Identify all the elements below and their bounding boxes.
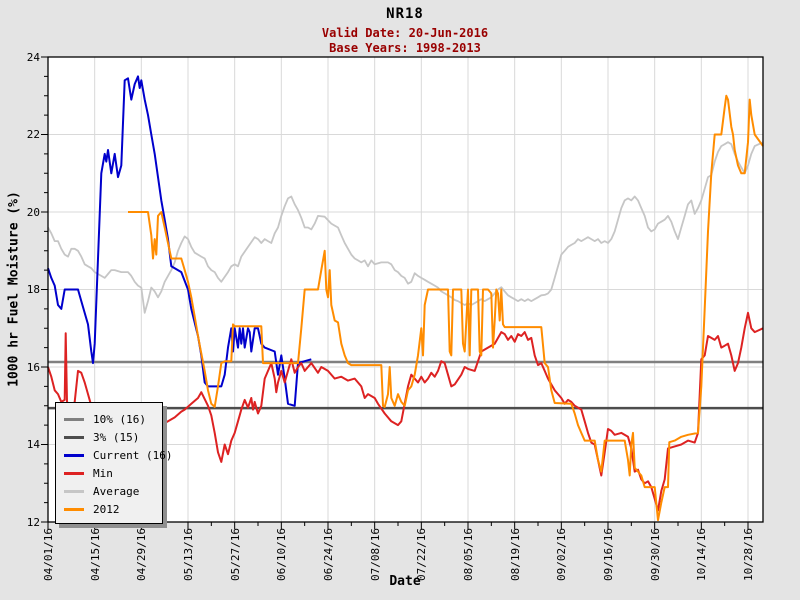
x-tick-label: 09/30/16 [648,528,662,581]
x-tick-label: 04/29/16 [135,528,149,581]
legend-item: Min [56,464,162,482]
valid-date-subtitle: Valid Date: 20-Jun-2016 [321,26,489,40]
y-tick-label: 24 [26,50,40,64]
plot-border [47,56,764,523]
x-tick-label: 06/24/16 [322,528,335,581]
legend-label: 10% (16) [93,412,146,426]
legend-label: Average [93,484,140,498]
legend-item: 2012 [56,500,162,518]
x-tick-label: 10/14/16 [695,528,709,581]
x-tick-label: 09/16/16 [602,528,615,581]
legend-label: Current (16) [93,448,173,462]
series-current-16- [47,75,312,407]
y-tick-label: 14 [26,438,40,451]
legend-line-swatch [64,417,84,421]
legend: 10% (16) 3% (15) Current (16) Min Average 201… [55,402,172,524]
legend-line-swatch [64,507,84,511]
x-tick-label: 09/02/16 [555,528,569,581]
legend-line-swatch [64,435,84,439]
legend-label: Min [93,466,113,480]
x-tick-label: 07/08/16 [368,528,382,581]
legend-item: 3% (15) [56,428,162,446]
y-tick-label: 18 [26,283,40,296]
x-axis-title: Date [389,574,421,589]
legend-line-swatch [64,471,84,475]
y-tick-label: 16 [26,360,40,374]
x-tick-label: 05/27/16 [228,528,242,581]
x-tick-label: 08/05/16 [462,528,475,581]
series-average [47,141,764,314]
x-tick-label: 07/22/16 [415,528,429,581]
legend-item: Current (16) [56,446,172,464]
y-tick-label: 12 [26,515,40,529]
x-tick-label: 04/15/16 [88,528,102,581]
x-tick-label: 05/13/16 [182,528,195,581]
legend-line-swatch [64,453,84,457]
legend-item: Average [56,482,162,500]
y-tick-label: 22 [26,128,40,141]
x-tick-label: 04/01/16 [42,528,55,581]
chart-title: NR18 [386,6,424,22]
x-tick-label: 08/19/16 [508,528,522,581]
legend-label: 3% (15) [93,430,140,444]
base-years-subtitle: Base Years: 1998-2013 [329,41,481,55]
legend-line-swatch [64,489,84,493]
legend-label: 2012 [93,502,120,516]
x-tick-label: 10/28/16 [742,528,755,581]
legend-item: 10% (16) [56,410,162,428]
y-tick-label: 20 [26,205,40,219]
x-tick-label: 06/10/16 [275,528,289,581]
series-2012 [128,94,764,522]
